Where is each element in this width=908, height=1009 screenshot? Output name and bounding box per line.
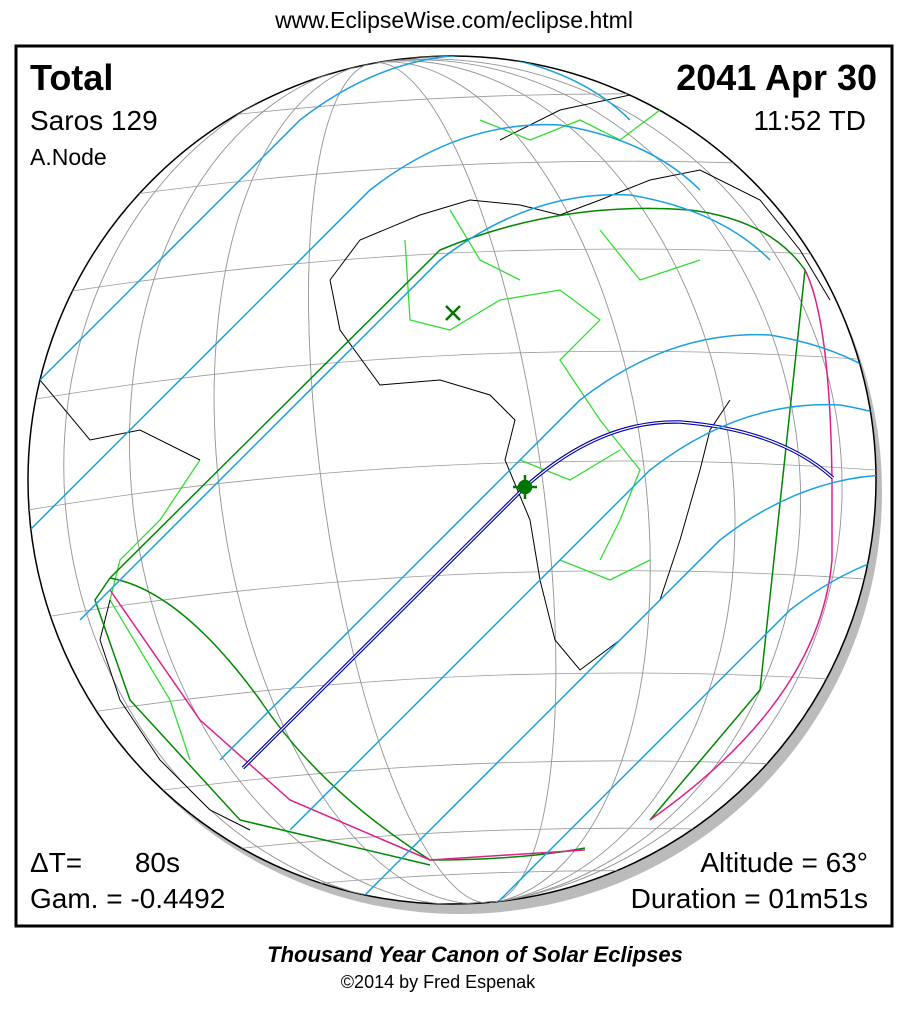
gamma: Gam. = -0.4492: [30, 883, 225, 914]
time: 11:52 TD: [753, 105, 866, 136]
globe-disc: [27, 55, 877, 905]
delta-t: 80s: [135, 847, 180, 878]
path-line: [79, 193, 771, 621]
duration: Duration = 01m51s: [631, 883, 868, 914]
eclipse-type: Total: [30, 57, 113, 98]
parallel: [28, 460, 876, 511]
path-line: [359, 473, 876, 901]
saros: Saros 129: [30, 105, 158, 136]
eclipse-paths: [28, 56, 876, 904]
parallel: [28, 672, 876, 723]
path-line: [429, 543, 876, 904]
delta-t-label: ΔT=: [30, 847, 82, 878]
altitude: Altitude = 63°: [700, 847, 868, 878]
copyright: ©2014 by Fred Espenak: [341, 972, 536, 992]
parallel: [28, 350, 876, 401]
path-line: [28, 56, 631, 481]
date: 2041 Apr 30: [676, 57, 877, 98]
parallel: [28, 248, 876, 299]
node: A.Node: [30, 144, 107, 170]
markers: [445, 305, 537, 499]
parallel: [28, 570, 876, 621]
footer-title: Thousand Year Canon of Solar Eclipses: [267, 942, 683, 967]
path-line: [289, 403, 876, 831]
url: www.EclipseWise.com/eclipse.html: [274, 7, 633, 33]
path-line: [28, 123, 701, 551]
